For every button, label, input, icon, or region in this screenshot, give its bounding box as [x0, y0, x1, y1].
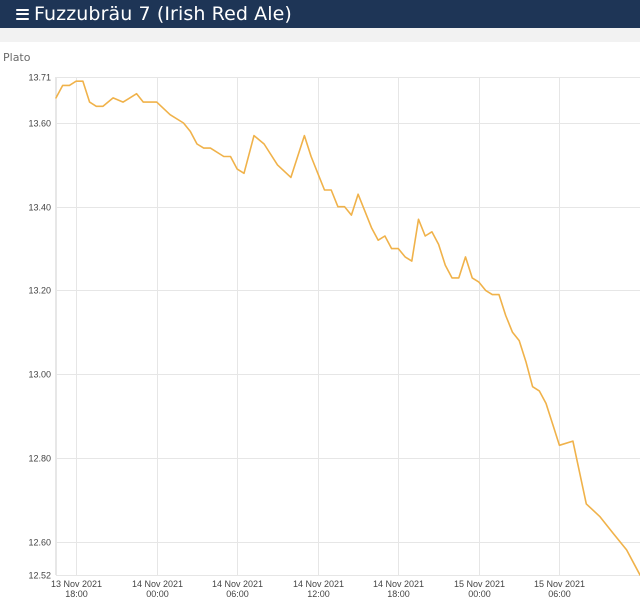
x-tick-time: 00:00 [146, 589, 169, 599]
y-tick-label: 13.71 [28, 73, 51, 83]
x-tick-time: 18:00 [387, 589, 410, 599]
y-tick-label: 13.20 [28, 286, 51, 296]
y-tick-label: 12.52 [28, 571, 51, 581]
page-title: Fuzzubräu 7 (Irish Red Ale) [34, 3, 292, 25]
x-tick-date: 15 Nov 2021 [534, 579, 585, 589]
x-tick-time: 18:00 [65, 589, 88, 599]
chart-panel: Plato 13.71 13.60 13.40 13.20 13.00 12.80 12.6… [0, 42, 640, 601]
x-tick-date: 15 Nov 2021 [454, 579, 505, 589]
x-tick-time: 06:00 [226, 589, 249, 599]
x-tick-date: 13 Nov 2021 [51, 579, 102, 589]
y-tick-label: 13.60 [28, 119, 51, 129]
y-axis-label: Plato [3, 51, 31, 64]
x-tick-time: 12:00 [307, 589, 330, 599]
y-tick-labels: 13.71 13.60 13.40 13.20 13.00 12.80 12.60 12.52 [28, 73, 51, 581]
series-group [55, 80, 640, 576]
y-tick-label: 12.60 [28, 538, 51, 548]
app-header: Fuzzubräu 7 (Irish Red Ale) [0, 0, 640, 28]
x-tick-date: 14 Nov 2021 [293, 579, 344, 589]
x-tick-date: 14 Nov 2021 [212, 579, 263, 589]
hamburger-menu-icon[interactable] [16, 6, 29, 22]
x-tick-time: 00:00 [468, 589, 491, 599]
plato-line-chart: Plato 13.71 13.60 13.40 13.20 13.00 12.80 12.6… [3, 51, 640, 599]
y-tick-label: 13.40 [28, 203, 51, 213]
x-tick-date: 14 Nov 2021 [132, 579, 183, 589]
x-tick-date: 14 Nov 2021 [373, 579, 424, 589]
header-spacer [0, 28, 640, 42]
y-gridlines [55, 77, 640, 576]
y-tick-label: 13.00 [28, 370, 51, 380]
x-tick-time: 06:00 [548, 589, 571, 599]
series-line-plato [55, 80, 640, 576]
x-gridlines [76, 77, 560, 575]
y-tick-label: 12.80 [28, 454, 51, 464]
